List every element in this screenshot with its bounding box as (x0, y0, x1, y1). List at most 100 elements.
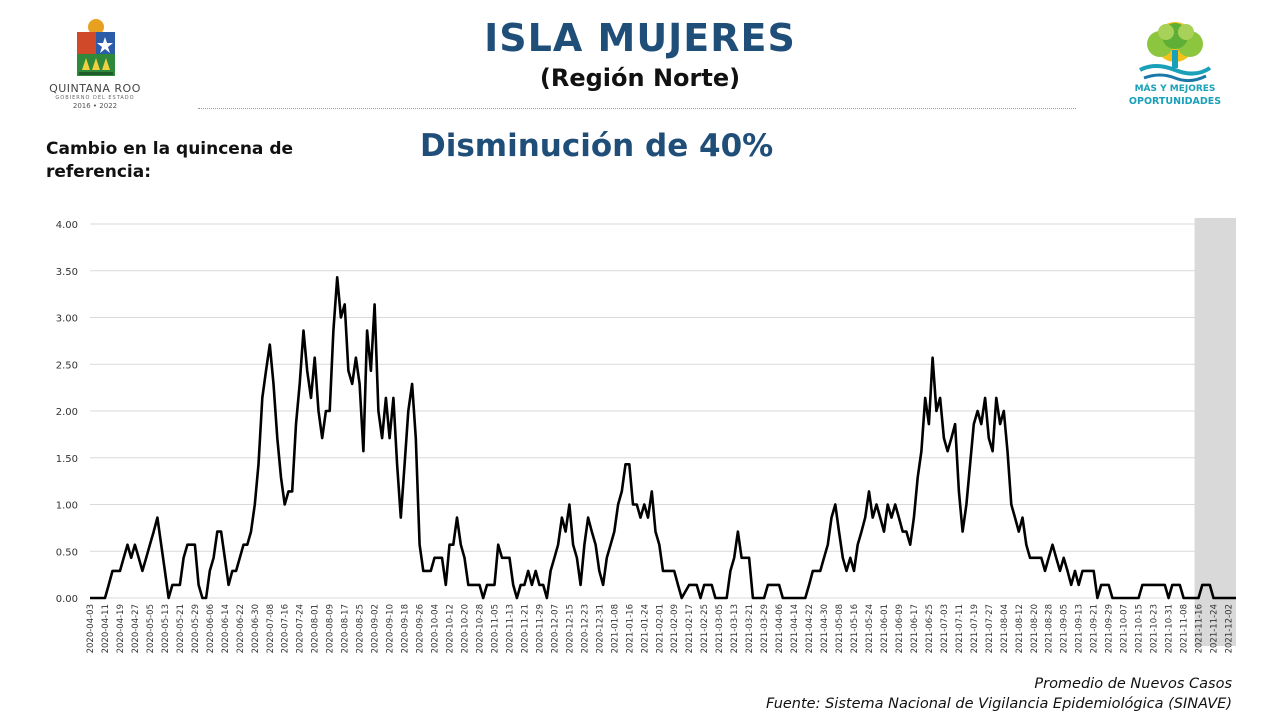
x-tick-label: 2020-05-05 (146, 604, 156, 653)
slogan-line1: MÁS Y MEJORES (1134, 84, 1216, 94)
x-tick-label: 2020-10-28 (475, 604, 485, 653)
x-tick-label: 2021-04-30 (820, 604, 830, 653)
x-tick-label: 2020-04-11 (101, 604, 111, 653)
y-tick-label: 1.00 (56, 501, 78, 512)
x-tick-label: 2020-09-26 (416, 604, 426, 653)
x-tick-label: 2021-02-01 (655, 604, 665, 653)
oportunidades-logo: MÁS Y MEJORES OPORTUNIDADES (1120, 20, 1230, 114)
x-tick-label: 2020-08-25 (356, 604, 366, 653)
x-tick-label: 2021-06-17 (910, 604, 920, 653)
x-tick-label: 2020-11-13 (505, 604, 515, 653)
x-tick-label: 2021-05-08 (835, 604, 845, 653)
x-tick-label: 2021-06-09 (895, 604, 905, 653)
series-caption: Promedio de Nuevos Casos (1034, 676, 1232, 692)
x-tick-label: 2021-07-27 (985, 604, 995, 653)
x-tick-label: 2021-11-16 (1195, 604, 1205, 653)
x-tick-label: 2021-10-23 (1150, 604, 1160, 653)
y-tick-label: 1.50 (56, 454, 78, 465)
x-tick-label: 2020-10-04 (431, 604, 441, 653)
x-tick-label: 2020-11-29 (535, 604, 545, 653)
x-tick-label: 2020-06-30 (251, 604, 261, 653)
x-tick-label: 2021-04-06 (775, 604, 785, 653)
x-tick-label: 2020-04-27 (131, 604, 141, 653)
x-tick-label: 2020-04-19 (116, 604, 126, 653)
state-gov-label: GOBIERNO DEL ESTADO (55, 95, 135, 101)
x-tick-label: 2021-06-25 (925, 604, 935, 653)
x-tick-label: 2021-07-03 (940, 604, 950, 653)
x-tick-label: 2020-11-05 (490, 604, 500, 653)
x-tick-label: 2020-07-08 (266, 604, 276, 653)
change-headline: Disminución de 40% (420, 128, 774, 164)
x-tick-label: 2021-11-24 (1210, 604, 1220, 653)
x-tick-label: 2020-06-22 (236, 604, 246, 653)
state-years: 2016 • 2022 (72, 102, 118, 110)
quintana-roo-logo: QUINTANA ROO GOBIERNO DEL ESTADO 2016 • … (40, 18, 150, 114)
x-tick-label: 2021-10-31 (1165, 604, 1175, 653)
x-tick-label: 2021-11-08 (1180, 604, 1190, 653)
reference-period-label: Cambio en la quincena de referencia: (46, 139, 294, 182)
x-tick-label: 2021-04-22 (805, 604, 815, 653)
x-tick-label: 2021-10-07 (1120, 604, 1130, 653)
x-tick-label: 2020-09-18 (401, 604, 411, 653)
x-tick-label: 2021-02-25 (700, 604, 710, 653)
x-tick-label: 2021-02-17 (685, 604, 695, 653)
x-tick-label: 2021-08-28 (1045, 604, 1055, 653)
x-tick-label: 2021-01-08 (610, 604, 620, 653)
x-tick-label: 2020-05-29 (191, 604, 201, 653)
x-tick-label: 2021-08-20 (1030, 604, 1040, 653)
y-tick-label: 2.50 (56, 360, 78, 371)
x-tick-label: 2020-10-20 (461, 604, 471, 653)
x-tick-label: 2021-10-15 (1135, 604, 1145, 653)
y-tick-label: 0.00 (56, 594, 78, 605)
x-tick-label: 2020-05-21 (176, 604, 186, 653)
x-tick-label: 2020-12-31 (595, 604, 605, 653)
state-name: QUINTANA ROO (49, 82, 141, 95)
x-tick-label: 2020-06-14 (221, 604, 231, 653)
x-tick-label: 2021-02-09 (670, 604, 680, 653)
x-tick-label: 2021-08-12 (1015, 604, 1025, 653)
y-tick-label: 3.00 (56, 314, 78, 325)
x-tick-label: 2020-08-01 (311, 604, 321, 653)
x-tick-label: 2021-05-16 (850, 604, 860, 653)
x-tick-label: 2021-01-16 (625, 604, 635, 653)
x-tick-label: 2021-12-02 (1225, 604, 1235, 653)
x-tick-label: 2020-11-21 (520, 604, 530, 653)
header-divider (198, 108, 1076, 109)
x-tick-label: 2021-03-29 (760, 604, 770, 653)
x-tick-label: 2020-07-24 (296, 604, 306, 653)
x-tick-label: 2020-08-17 (341, 604, 351, 653)
state-seal-icon (77, 19, 115, 76)
x-tick-label: 2020-04-03 (86, 604, 96, 653)
x-tick-label: 2021-03-21 (745, 604, 755, 653)
x-tick-label: 2021-07-19 (970, 604, 980, 653)
source-caption: Fuente: Sistema Nacional de Vigilancia E… (765, 696, 1232, 712)
x-tick-label: 2021-08-04 (1000, 604, 1010, 653)
projection-shaded-region (1194, 218, 1236, 646)
x-tick-label: 2020-10-12 (446, 604, 456, 653)
y-tick-label: 4.00 (56, 220, 78, 231)
series-line (90, 275, 1236, 600)
x-tick-label: 2020-12-07 (550, 604, 560, 653)
x-tick-label: 2021-03-05 (715, 604, 725, 653)
x-tick-label: 2021-01-24 (640, 604, 650, 653)
x-tick-label: 2020-09-10 (386, 604, 396, 653)
x-tick-label: 2021-07-11 (955, 604, 965, 653)
x-tick-label: 2020-06-06 (206, 604, 216, 653)
y-tick-label: 2.00 (56, 407, 78, 418)
x-tick-label: 2020-09-02 (371, 604, 381, 653)
x-tick-label: 2020-08-09 (326, 604, 336, 653)
x-tick-label: 2021-09-21 (1090, 604, 1100, 653)
page-subtitle: (Región Norte) (539, 64, 741, 92)
x-tick-label: 2021-09-13 (1075, 604, 1085, 653)
x-tick-label: 2021-05-24 (865, 604, 875, 653)
y-tick-label: 0.50 (56, 547, 78, 558)
tree-icon (1139, 22, 1212, 83)
y-tick-label: 3.50 (56, 267, 78, 278)
x-tick-label: 2021-04-14 (790, 604, 800, 653)
x-tick-label: 2020-05-13 (161, 604, 171, 653)
x-tick-label: 2021-03-13 (730, 604, 740, 653)
x-tick-label: 2021-09-29 (1105, 604, 1115, 653)
x-tick-label: 2020-12-15 (565, 604, 575, 653)
slogan-line2: OPORTUNIDADES (1128, 96, 1222, 107)
